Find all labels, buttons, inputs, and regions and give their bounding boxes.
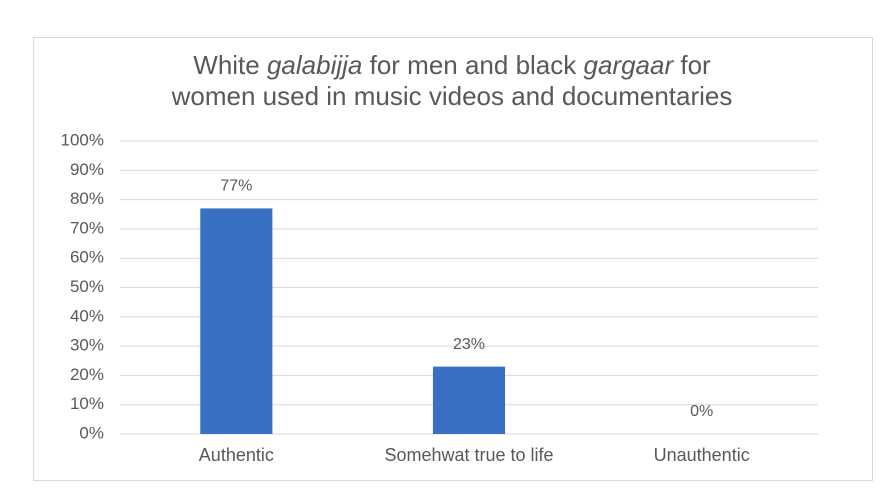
bar — [200, 208, 273, 434]
title-run: for men and black — [362, 50, 583, 80]
value-label: 23% — [453, 336, 485, 353]
value-label: 77% — [220, 178, 252, 195]
bar — [432, 366, 506, 434]
title-run: for — [673, 50, 711, 80]
y-tick-label: 0% — [79, 423, 104, 442]
x-tick-label: Unauthentic — [654, 445, 750, 465]
chart-title-line: women used in music videos and documenta… — [171, 81, 733, 111]
x-tick-label: Somehwat true to life — [384, 445, 553, 465]
value-label: 0% — [690, 403, 713, 420]
y-tick-label: 60% — [70, 248, 104, 267]
y-tick-label: 40% — [70, 306, 104, 325]
title-run: women used in music videos and documenta… — [171, 81, 733, 111]
y-tick-label: 70% — [70, 218, 104, 237]
y-tick-label: 10% — [70, 394, 104, 413]
chart-title-line: White galabijja for men and black gargaa… — [193, 50, 711, 80]
y-tick-label: 90% — [70, 160, 104, 179]
x-tick-label: Authentic — [199, 445, 274, 465]
y-tick-label: 100% — [61, 130, 104, 149]
y-tick-label: 80% — [70, 189, 104, 208]
y-tick-label: 30% — [70, 336, 104, 355]
title-run: gargaar — [584, 50, 675, 80]
title-run: galabijja — [267, 50, 362, 80]
y-tick-label: 50% — [70, 277, 104, 296]
title-run: White — [193, 50, 267, 80]
y-tick-label: 20% — [70, 365, 104, 384]
